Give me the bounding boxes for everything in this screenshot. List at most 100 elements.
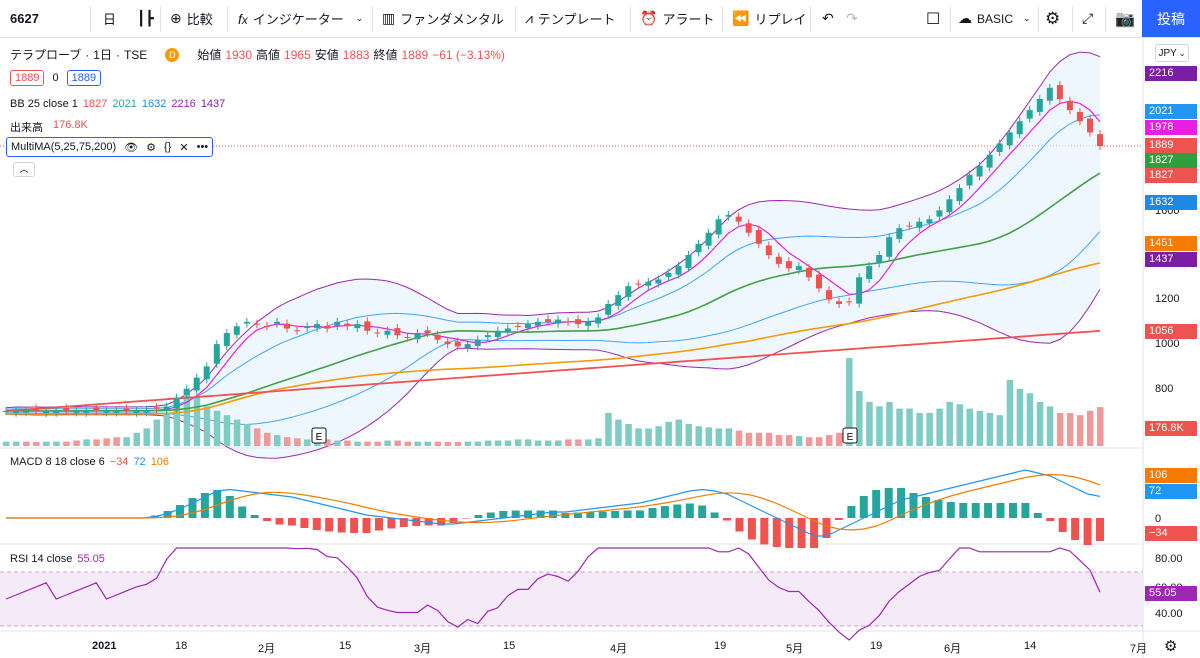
- time-tick: 7月: [1130, 643, 1148, 655]
- volume-bar: [143, 428, 150, 446]
- volume-bar: [13, 441, 20, 446]
- volume-bar: [866, 402, 873, 446]
- axis-price-label: 1451: [1145, 236, 1197, 251]
- volume-bar: [1016, 388, 1024, 446]
- volume-bar: [424, 441, 431, 446]
- redo-button[interactable]: ↷: [846, 0, 863, 37]
- eye-icon[interactable]: 👁: [124, 141, 139, 154]
- volume-bar: [253, 428, 261, 446]
- layout-button[interactable]: ☁ BASIC ⌄: [958, 0, 1031, 37]
- rsi-tick: 40.00: [1155, 608, 1183, 620]
- bb-label: BB 25 close 1: [10, 98, 78, 110]
- fundamentals-button[interactable]: ▥ ファンダメンタル: [382, 0, 504, 37]
- volume-bar: [695, 426, 702, 446]
- candle-body: [1087, 118, 1093, 133]
- close-label: 終値: [373, 48, 398, 62]
- candle-body: [1016, 121, 1023, 135]
- macd-hist-bar: [847, 506, 856, 518]
- currency-select[interactable]: JPY ⌄: [1155, 44, 1189, 62]
- indicators-label: インジケーター: [252, 12, 344, 27]
- templates-button[interactable]: ⩘ テンプレート: [525, 0, 616, 37]
- gear-icon[interactable]: ⚙: [146, 141, 157, 154]
- volume-bar: [404, 441, 411, 446]
- candle-body: [524, 324, 531, 329]
- candle-body: [1056, 85, 1063, 99]
- interval-button[interactable]: 日: [103, 0, 116, 37]
- macd-hist-bar: [412, 518, 421, 526]
- volume-bar: [63, 441, 70, 446]
- candle-body: [876, 255, 883, 264]
- bb-legend[interactable]: BB 25 close 1 1827 2021 1632 2216 1437: [10, 98, 225, 110]
- volume-bar: [334, 440, 341, 446]
- volume-bar: [545, 440, 552, 446]
- macd-hist-bar: [934, 500, 943, 518]
- volume-bar: [685, 424, 692, 446]
- bb-value: 2216: [171, 98, 196, 110]
- rsi-legend[interactable]: RSI 14 close 55.05: [10, 553, 105, 565]
- sell-button[interactable]: 1889: [10, 70, 45, 86]
- volume-bar: [193, 397, 201, 446]
- close-icon[interactable]: ✕: [179, 141, 189, 154]
- volume-bar: [906, 408, 913, 446]
- candle-body: [735, 216, 742, 222]
- volume-bar: [534, 440, 542, 446]
- replay-button[interactable]: ⏪ リプレイ: [732, 0, 806, 37]
- macd-hist-bar: [660, 506, 669, 518]
- macd-legend[interactable]: MACD 8 18 close 6 −34 72 106: [10, 456, 169, 468]
- volume-bar: [595, 438, 602, 446]
- volume-bar: [264, 432, 271, 446]
- candle-body: [223, 333, 230, 346]
- candle-body: [665, 272, 672, 277]
- buy-button[interactable]: 1889: [66, 70, 102, 86]
- axis-price-label: 1437: [1145, 252, 1197, 267]
- macd-hist-bar: [312, 518, 321, 530]
- volume-bar: [23, 441, 30, 446]
- volume-bar: [444, 442, 452, 446]
- macd-hist-bar: [1083, 518, 1092, 545]
- more-icon[interactable]: •••: [196, 141, 209, 153]
- volume-bar: [53, 441, 60, 446]
- macd-hist-bar: [1096, 518, 1104, 541]
- earnings-marker[interactable]: E: [311, 427, 327, 444]
- volume-bar: [615, 419, 622, 446]
- chart-type-button[interactable]: ┃┣: [137, 0, 159, 37]
- candle-body: [294, 330, 301, 332]
- braces-icon[interactable]: {}: [164, 141, 172, 153]
- candle-body: [906, 225, 913, 227]
- collapse-legend-button[interactable]: ︿: [13, 162, 35, 177]
- alert-button[interactable]: ⏰ アラート: [640, 0, 714, 37]
- candle-body: [816, 274, 822, 289]
- macd-hist-bar: [188, 498, 197, 518]
- volume-bar: [203, 406, 211, 446]
- gear-icon[interactable]: ⚙: [1164, 638, 1178, 655]
- post-button[interactable]: 投稿: [1142, 0, 1200, 37]
- symbol-name[interactable]: テラプローブ: [10, 48, 82, 62]
- settings-button[interactable]: ⚙: [1045, 0, 1065, 37]
- bb-value: 1827: [82, 98, 108, 110]
- symbol-search[interactable]: 6627: [10, 0, 39, 37]
- compare-label: 比較: [186, 12, 213, 27]
- multima-legend[interactable]: MultiMA(5,25,75,200) 👁 ⚙ {} ✕ •••: [6, 137, 214, 157]
- candle-body: [1006, 132, 1013, 146]
- volume-bar: [785, 435, 793, 446]
- volume-legend[interactable]: 出来高 176.8K: [10, 119, 88, 135]
- macd-hist-bar: [287, 518, 296, 526]
- fullscreen-layout-button[interactable]: ☐: [926, 0, 945, 37]
- candle-body: [635, 283, 642, 285]
- undo-button[interactable]: ↶: [822, 0, 839, 37]
- trade-buttons: 1889 0 1889: [10, 70, 102, 86]
- high-label: 高値: [256, 48, 281, 62]
- snapshot-button[interactable]: 📷: [1115, 0, 1140, 37]
- candle-body: [625, 286, 632, 297]
- fullscreen-button[interactable]: ⤢: [1082, 0, 1098, 37]
- candle-body: [976, 165, 983, 177]
- volume-bar: [274, 435, 281, 446]
- indicators-button[interactable]: fx インジケーター ⌄: [238, 0, 363, 37]
- alarm-clock-icon: ⏰: [640, 10, 658, 26]
- volume-bar: [1066, 413, 1074, 446]
- legend-exchange: TSE: [123, 47, 148, 62]
- compare-button[interactable]: ⊕ 比較: [170, 0, 213, 37]
- macd-hist-bar: [909, 493, 918, 518]
- earnings-marker[interactable]: E: [842, 427, 858, 444]
